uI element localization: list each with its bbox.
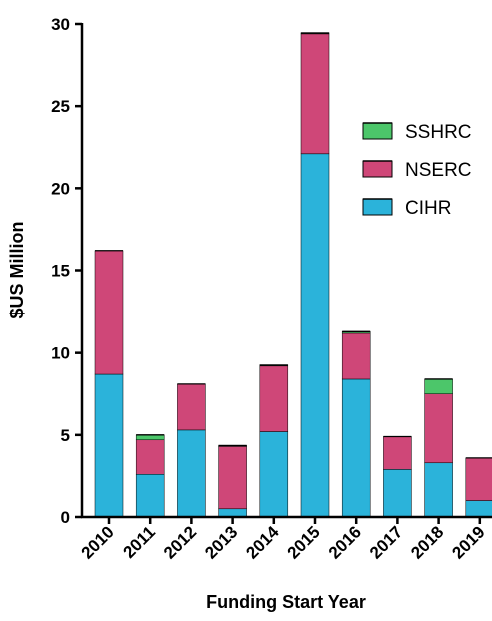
bar-nserc-2015 <box>300 33 330 155</box>
legend-item-cihr: CIHR <box>362 198 451 219</box>
x-tick-label-2011: 2011 <box>120 522 160 562</box>
x-tick-label-2010: 2010 <box>78 522 118 562</box>
x-tick-label-2017: 2017 <box>366 522 406 562</box>
bar-nserc-2010 <box>94 250 124 375</box>
legend-item-nserc: NSERC <box>362 160 472 181</box>
bar-cihr-2011 <box>135 474 165 518</box>
x-tick-label-2016: 2016 <box>325 522 365 562</box>
x-tick-label-2013: 2013 <box>201 522 241 562</box>
y-tick-label-10: 10 <box>51 344 70 363</box>
bar-cihr-2010 <box>94 373 124 518</box>
bar-cihr-2014 <box>259 431 289 518</box>
bar-stack-2016 <box>341 330 371 518</box>
bar-cihr-2018 <box>424 462 453 518</box>
bar-nserc-2019 <box>465 457 492 501</box>
bar-cihr-2019 <box>465 500 492 518</box>
x-tick-label-2015: 2015 <box>284 522 324 562</box>
legend-swatch-nserc <box>362 160 393 178</box>
bar-nserc-2017 <box>383 436 412 470</box>
legend: SSHRC NSERC CIHR <box>362 122 472 219</box>
x-tick-label-2019: 2019 <box>448 522 488 562</box>
bar-nserc-2018 <box>424 393 453 464</box>
bar-nserc-2014 <box>259 365 289 432</box>
bar-cihr-2016 <box>341 378 371 518</box>
bars-layer <box>94 32 492 518</box>
bar-cihr-2017 <box>383 469 412 518</box>
bar-sshrc-2011 <box>135 434 165 441</box>
bar-nserc-2016 <box>341 332 371 380</box>
bar-stack-2017 <box>383 435 412 518</box>
bar-sshrc-2018 <box>424 378 453 394</box>
bar-stack-2015 <box>300 32 330 518</box>
bar-nserc-2013 <box>218 446 247 510</box>
bar-stack-2013 <box>218 444 247 518</box>
bar-cihr-2015 <box>300 153 330 518</box>
bar-stack-2019 <box>465 457 492 518</box>
legend-swatch-cihr <box>362 198 393 216</box>
bar-stack-2010 <box>94 250 124 518</box>
x-axis-title: Funding Start Year <box>206 592 366 612</box>
x-tick-label-2012: 2012 <box>160 522 200 562</box>
bar-stack-2014 <box>259 364 289 518</box>
bar-stack-2012 <box>177 383 206 518</box>
x-tick-label-2014: 2014 <box>242 522 283 563</box>
bar-stack-2011 <box>135 434 165 518</box>
legend-label-cihr: CIHR <box>405 198 451 219</box>
bar-cihr-2012 <box>177 429 206 518</box>
x-tick-label-2018: 2018 <box>407 522 447 562</box>
y-tick-label-5: 5 <box>61 426 70 445</box>
legend-swatch-sshrc <box>362 122 393 140</box>
y-tick-label-0: 0 <box>61 508 70 527</box>
y-tick-label-15: 15 <box>51 262 70 281</box>
legend-label-sshrc: SSHRC <box>405 122 472 143</box>
bar-nserc-2012 <box>177 383 206 431</box>
legend-label-nserc: NSERC <box>405 160 472 181</box>
y-tick-label-30: 30 <box>51 15 70 34</box>
y-tick-label-25: 25 <box>51 97 70 116</box>
bar-stack-2018 <box>424 378 453 518</box>
bar-nserc-2011 <box>135 439 165 475</box>
legend-item-sshrc: SSHRC <box>362 122 472 143</box>
y-axis-title: $US Million <box>7 221 27 318</box>
y-tick-label-20: 20 <box>51 179 70 198</box>
